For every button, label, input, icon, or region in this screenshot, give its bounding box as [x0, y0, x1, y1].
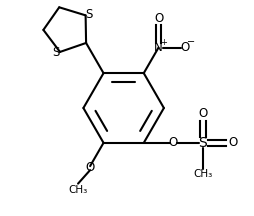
Text: O: O	[86, 161, 95, 174]
Text: S: S	[198, 136, 207, 150]
Text: CH₃: CH₃	[68, 185, 88, 195]
Text: S: S	[53, 46, 60, 59]
Text: O: O	[181, 41, 190, 54]
Text: O: O	[228, 136, 237, 149]
Text: O: O	[169, 136, 178, 149]
Text: O: O	[198, 106, 208, 120]
Text: O: O	[154, 12, 163, 25]
Text: CH₃: CH₃	[193, 169, 212, 179]
Text: S: S	[85, 8, 93, 21]
Text: −: −	[187, 38, 195, 48]
Text: +: +	[161, 38, 167, 47]
Text: N: N	[154, 41, 163, 54]
